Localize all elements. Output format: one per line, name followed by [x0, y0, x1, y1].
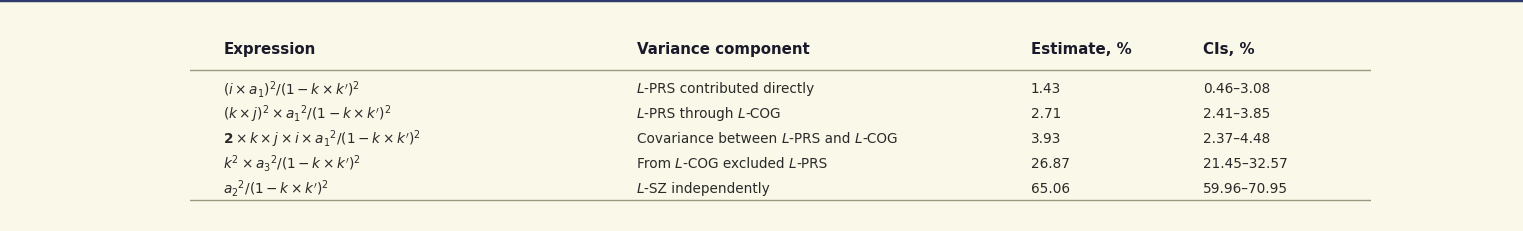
- Text: Covariance between: Covariance between: [637, 132, 781, 146]
- Text: L: L: [781, 132, 789, 146]
- Text: $(k \times j)^2 \times a_1{}^2/(1 - k \times k^{\prime})^2$: $(k \times j)^2 \times a_1{}^2/(1 - k \t…: [224, 103, 391, 125]
- Text: -COG excluded: -COG excluded: [682, 157, 789, 171]
- Text: L: L: [854, 132, 862, 146]
- Text: 3.93: 3.93: [1031, 132, 1062, 146]
- Text: Estimate, %: Estimate, %: [1031, 42, 1132, 57]
- Text: $k^2 \times a_3{}^2/(1 - k \times k^{\prime})^2$: $k^2 \times a_3{}^2/(1 - k \times k^{\pr…: [224, 153, 361, 174]
- Text: $(i \times a_1)^2/(1 - k \times k^{\prime})^2$: $(i \times a_1)^2/(1 - k \times k^{\prim…: [224, 79, 361, 100]
- Text: -PRS contributed directly: -PRS contributed directly: [644, 82, 815, 96]
- Text: CIs, %: CIs, %: [1203, 42, 1255, 57]
- Text: 59.96–70.95: 59.96–70.95: [1203, 182, 1288, 196]
- Text: -PRS: -PRS: [797, 157, 827, 171]
- Text: 26.87: 26.87: [1031, 157, 1069, 171]
- Text: -SZ independently: -SZ independently: [644, 182, 771, 196]
- Text: L: L: [739, 107, 746, 121]
- Text: L: L: [637, 107, 644, 121]
- Text: 2.41–3.85: 2.41–3.85: [1203, 107, 1270, 121]
- Text: 65.06: 65.06: [1031, 182, 1069, 196]
- Text: -PRS and: -PRS and: [789, 132, 854, 146]
- Text: L: L: [637, 182, 644, 196]
- Text: 1.43: 1.43: [1031, 82, 1062, 96]
- Text: -COG: -COG: [862, 132, 897, 146]
- Text: 2.71: 2.71: [1031, 107, 1062, 121]
- Text: L: L: [789, 157, 797, 171]
- Text: L: L: [637, 82, 644, 96]
- Text: Variance component: Variance component: [637, 42, 809, 57]
- Text: $\mathbf{2} \times k \times j \times i \times a_1{}^2/(1 - k \times k^{\prime})^: $\mathbf{2} \times k \times j \times i \…: [224, 128, 420, 150]
- Text: Expression: Expression: [224, 42, 315, 57]
- Text: $a_2{}^2/(1 - k \times k^{\prime})^2$: $a_2{}^2/(1 - k \times k^{\prime})^2$: [224, 178, 329, 199]
- Text: 2.37–4.48: 2.37–4.48: [1203, 132, 1270, 146]
- Text: -PRS through: -PRS through: [644, 107, 739, 121]
- Text: 21.45–32.57: 21.45–32.57: [1203, 157, 1288, 171]
- Text: From: From: [637, 157, 675, 171]
- Text: -COG: -COG: [746, 107, 781, 121]
- Text: L: L: [675, 157, 682, 171]
- Text: 0.46–3.08: 0.46–3.08: [1203, 82, 1270, 96]
